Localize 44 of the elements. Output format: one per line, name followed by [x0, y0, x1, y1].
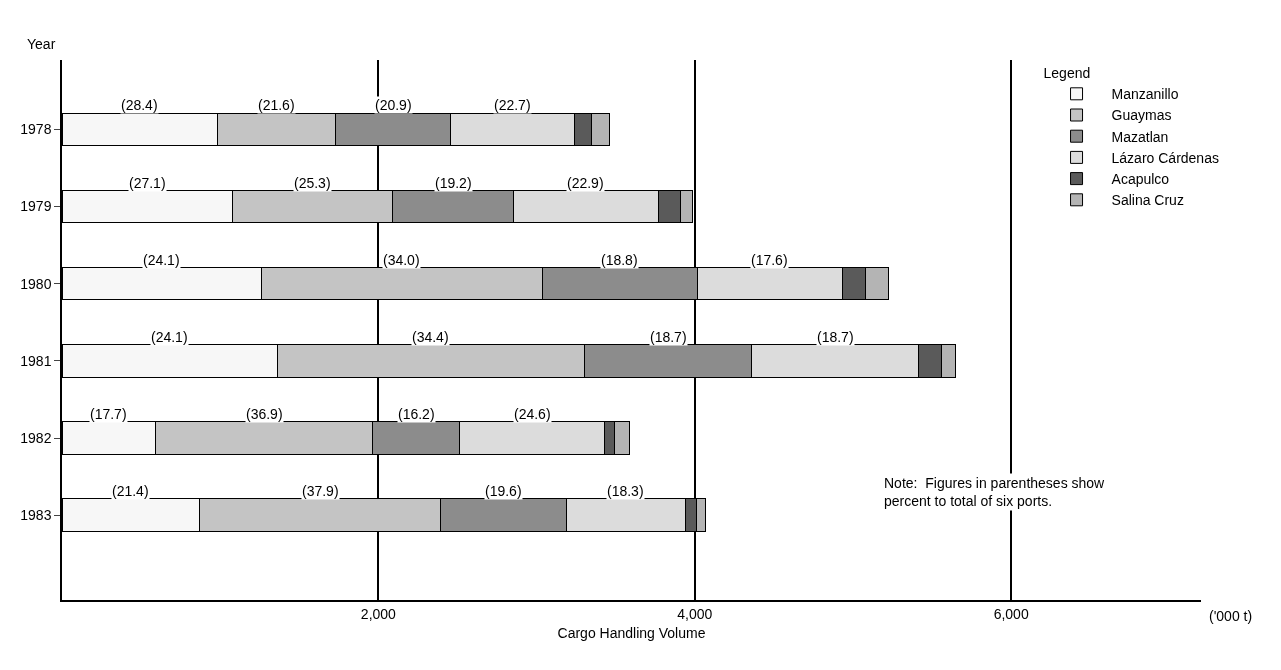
x-axis-title: Cargo Handling Volume: [557, 625, 706, 642]
annotation: (16.2): [398, 406, 435, 422]
legend-label: Acapulco: [1111, 171, 1170, 188]
annotation: (19.6): [485, 483, 522, 499]
annotation: (18.7): [650, 329, 687, 345]
annotation: (24.1): [143, 252, 180, 268]
annotation: (21.4): [112, 483, 149, 499]
legend-label: Lázaro Cárdenas: [1111, 149, 1219, 166]
annotation: (34.0): [383, 252, 420, 268]
annotation: Note: Figures in parentheses show percent to total of six ports.: [884, 475, 1106, 510]
legend-label: Salina Cruz: [1111, 192, 1184, 209]
annotation: (18.7): [817, 329, 854, 345]
annotation: (24.1): [151, 329, 188, 345]
annotation: (17.6): [751, 252, 788, 268]
annotation: (22.9): [567, 175, 604, 191]
legend-label: Manzanillo: [1111, 86, 1179, 103]
annotation: (21.6): [258, 97, 295, 113]
legend-label: Guaymas: [1111, 107, 1172, 124]
annotation: (27.1): [129, 175, 166, 191]
y-tick-label: 1982: [20, 429, 52, 446]
y-tick-label: 1983: [20, 507, 52, 524]
annotation: (17.7): [90, 406, 127, 422]
y-tick-label: 1978: [20, 121, 52, 138]
annotation: (34.4): [412, 329, 449, 345]
annotation: (18.3): [607, 483, 644, 499]
y-tick-label: 1980: [20, 275, 52, 292]
annotation: (18.8): [601, 252, 638, 268]
x-tick-label: 4,000: [677, 605, 713, 622]
y-tick-label: 1979: [20, 198, 52, 215]
annotation: (22.7): [494, 97, 531, 113]
legend-title: Legend: [1043, 65, 1091, 82]
x-tick-label: 2,000: [360, 605, 397, 622]
legend-label: Mazatlan: [1111, 128, 1169, 145]
x-tick-label: 6,000: [993, 605, 1029, 622]
annotation: (36.9): [246, 406, 283, 422]
annotation: (28.4): [121, 97, 158, 113]
annotation: (37.9): [302, 483, 339, 499]
y-tick-label: 1981: [20, 352, 52, 369]
annotation: (25.3): [294, 175, 331, 191]
y-axis-title: Year: [27, 36, 56, 52]
text: ('000 t): [1209, 608, 1253, 624]
annotation: (19.2): [435, 175, 472, 191]
annotation: (20.9): [375, 97, 412, 113]
annotation: (24.6): [514, 406, 551, 422]
